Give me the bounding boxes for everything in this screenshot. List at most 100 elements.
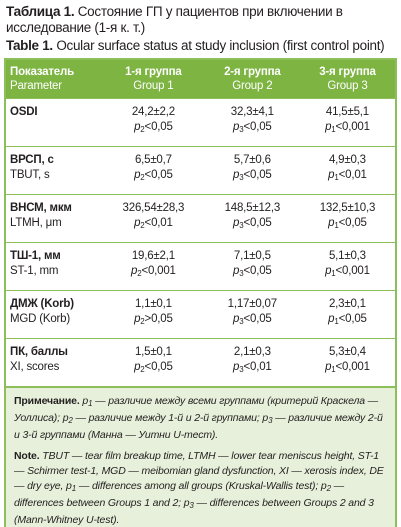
p-subscript: 3: [189, 501, 194, 510]
label-ru: ВНСМ, мкм: [10, 202, 72, 214]
label-en: MGD (Korb): [10, 313, 70, 325]
p-subscript: 1: [334, 173, 339, 182]
p-subscript: 1: [71, 484, 77, 493]
cell-p: p1<0,001: [304, 360, 391, 377]
data-row: ТШ-1, мм ST-1, mm 19,6±2,1 p2<0,001 7,1±0,5 p…: [6, 242, 395, 291]
p-symbol: p: [62, 412, 69, 424]
note-text: — differences among all groups (Kruskal-…: [76, 480, 321, 492]
data-cell: 5,3±0,4 p1<0,001: [299, 338, 395, 386]
header-row: Показатель Parameter 1-я группа Group 1 2-я …: [6, 60, 395, 99]
cell-p: p3<0,05: [209, 216, 296, 233]
p-subscript: 3: [239, 173, 244, 182]
cell-value: 41,5±5,1: [325, 106, 369, 118]
data-cell: 24,2±2,2 p2<0,05: [102, 98, 205, 147]
note-label: Примечание.: [14, 395, 80, 407]
cell-value: 7,1±0,5: [233, 250, 271, 262]
p-subscript: 2: [68, 416, 73, 425]
caption-label: Table 1.: [6, 38, 53, 53]
note-text: — различие между 1-й и 2-й группами;: [72, 412, 263, 424]
p-subscript: 2: [140, 173, 145, 182]
data-cell: 1,1±0,1 p2>0,05: [102, 290, 205, 339]
data-cell: 132,5±10,3 p1<0,05: [299, 194, 395, 243]
data-cell: 1,5±0,1 p2<0,05: [102, 338, 205, 386]
note-text: TBUT — tear film breakup time, LTMH — lo…: [14, 450, 384, 492]
data-cell: 41,5±5,1 p1<0,001: [299, 98, 395, 147]
p-symbol: p: [233, 361, 240, 373]
cell-value: 1,1±0,1: [134, 298, 172, 310]
p-symbol: p: [325, 361, 332, 373]
header-en: Group 2: [232, 80, 273, 92]
caption-en: Table 1. Ocular surface status at study …: [6, 38, 395, 54]
cell-p: p3<0,05: [209, 264, 296, 281]
cell-p: p2<0,05: [106, 360, 201, 377]
p-subscript: 3: [239, 125, 244, 134]
cell-value: 5,7±0,6: [233, 154, 271, 166]
p-subscript: 2: [140, 221, 145, 230]
cell-value: 6,5±0,7: [134, 154, 172, 166]
p-subscript: 1: [88, 399, 93, 408]
row-label: ВНСМ, мкм LTMH, μm: [6, 194, 102, 243]
label-en: TBUT, s: [10, 169, 50, 181]
cell-value: 2,3±0,1: [328, 298, 366, 310]
data-cell: 6,5±0,7 p2<0,05: [102, 146, 205, 195]
note-text: — differences between Groups 1 and 2;: [14, 480, 345, 509]
data-row: OSDI 24,2±2,2 p2<0,05 32,3±4,1 p3<0,05 41,5±5…: [6, 98, 395, 147]
p-symbol: p: [134, 217, 141, 229]
p-subscript: 3: [239, 269, 244, 278]
data-cell: 2,3±0,1 p1<0,05: [299, 290, 395, 339]
note-text: — differences between Groups 2 and 3 (Ma…: [14, 497, 374, 526]
p-relation: >0,05: [144, 313, 173, 325]
p-symbol: p: [82, 395, 89, 407]
data-row: ПК, баллы XI, scores 1,5±0,1 p2<0,05 2,1±0,3…: [6, 338, 395, 386]
p-relation: <0,05: [243, 265, 272, 277]
p-subscript: 1: [331, 365, 336, 374]
p-symbol: p: [134, 169, 141, 181]
p-relation: <0,05: [338, 313, 367, 325]
cell-p: p1<0,001: [304, 120, 391, 137]
data-row: ВРСП, с TBUT, s 6,5±0,7 p2<0,05 5,7±0,6 p3<0,…: [6, 146, 395, 195]
cell-p: p3<0,05: [209, 120, 296, 137]
cell-p: p1<0,001: [304, 264, 391, 281]
cell-value: 132,5±10,3: [319, 202, 376, 214]
notes: Примечание. p1 — различие между всеми гр…: [6, 386, 395, 527]
data-cell: 5,1±0,3 p1<0,001: [299, 242, 395, 291]
caption-text: Ocular surface status at study inclusion…: [52, 38, 385, 53]
label-en: LTMH, μm: [10, 217, 62, 229]
p-symbol: p: [134, 313, 141, 325]
row-label: ТШ-1, мм ST-1, mm: [6, 242, 102, 291]
p-symbol: p: [134, 361, 141, 373]
p-relation: <0,05: [144, 361, 173, 373]
p-symbol: p: [233, 313, 240, 325]
p-symbol: p: [325, 121, 332, 133]
header-cell: 1-я группа Group 1: [102, 60, 205, 99]
table-frame: Показатель Parameter 1-я группа Group 1 2-я …: [4, 58, 397, 527]
cell-value: 19,6±2,1: [131, 250, 175, 262]
p-symbol: p: [66, 480, 72, 492]
cell-value: 148,5±12,3: [224, 202, 281, 214]
note-text: — различие между 2-й и 3-й группами (Ман…: [14, 412, 383, 441]
cell-value: 1,17±0,07: [227, 298, 277, 310]
cell-p: p2<0,05: [106, 120, 201, 137]
p-symbol: p: [233, 169, 240, 181]
data-row: ВНСМ, мкм LTMH, μm 326,54±28,3 p2<0,01 148,5…: [6, 194, 395, 243]
cell-value: 1,5±0,1: [134, 346, 172, 358]
p-subscript: 2: [137, 269, 142, 278]
header-ru: 3-я группа: [319, 66, 376, 78]
cell-p: p1<0,05: [304, 312, 391, 329]
cell-value: 326,54±28,3: [122, 202, 185, 214]
p-relation: <0,001: [141, 265, 176, 277]
cell-p: p2<0,05: [106, 168, 201, 185]
data-row: ДМЖ (Korb) MGD (Korb) 1,1±0,1 p2>0,05 1,17±0…: [6, 290, 395, 339]
data-cell: 2,1±0,3 p3<0,01: [204, 338, 300, 386]
cell-p: p1<0,01: [304, 168, 391, 185]
header-cell: 3-я группа Group 3: [299, 60, 395, 99]
data-cell: 4,9±0,3 p1<0,01: [299, 146, 395, 195]
p-symbol: p: [183, 497, 190, 509]
p-subscript: 2: [140, 365, 145, 374]
p-relation: <0,05: [144, 121, 173, 133]
p-relation: <0,05: [144, 169, 173, 181]
p-subscript: 3: [239, 317, 244, 326]
note-en: Note. TBUT — tear film breakup time, LTM…: [14, 449, 387, 527]
p-subscript: 3: [268, 416, 273, 425]
